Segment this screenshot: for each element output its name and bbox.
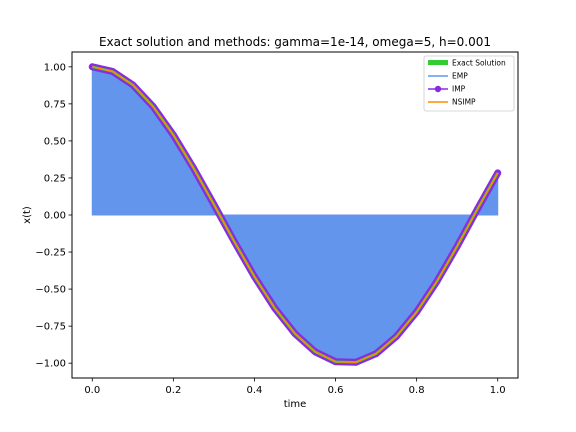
legend: Exact Solution EMP IMP NSIMP [423,55,515,112]
legend-swatch-exact-solution [428,60,448,65]
y-axis-label: x(t) [22,206,33,224]
y-tick-label: −0.50 [35,285,66,296]
y-tick-label: 0.75 [44,99,66,110]
y-tick-label: −1.00 [35,359,66,370]
x-tick-label: 0.2 [165,385,181,396]
x-axis-label: time [284,399,307,410]
x-tick-label: 1.0 [490,385,506,396]
x-tick-label: 0.6 [328,385,344,396]
y-tick-label: 1.00 [44,62,66,73]
x-tick-label: 0.4 [247,385,263,396]
legend-label-exact-solution: Exact Solution [452,59,506,68]
plot-area [88,63,502,366]
y-tick-label: −0.25 [35,248,66,259]
x-tick-label: 0.0 [84,385,100,396]
legend-label-imp: IMP [452,85,466,94]
legend-label-nsimp: NSIMP [452,98,476,107]
y-axis: 1.00 0.75 0.50 0.25 0.00 −0.25 −0.50 −0.75 −1.00 [35,62,72,370]
chart-title: Exact solution and methods: gamma=1e-14,… [99,35,491,49]
y-tick-label: −0.75 [35,322,66,333]
x-tick-label: 0.8 [409,385,425,396]
y-tick-label: 0.00 [44,211,66,222]
legend-label-emp: EMP [452,72,468,81]
legend-box [423,55,515,112]
series-nsimp-line [92,66,499,364]
legend-marker-imp [434,85,442,93]
y-tick-label: 0.50 [44,136,66,147]
x-axis: 0.0 0.2 0.4 0.6 0.8 1.0 [84,378,506,396]
y-tick-label: 0.25 [44,173,66,184]
